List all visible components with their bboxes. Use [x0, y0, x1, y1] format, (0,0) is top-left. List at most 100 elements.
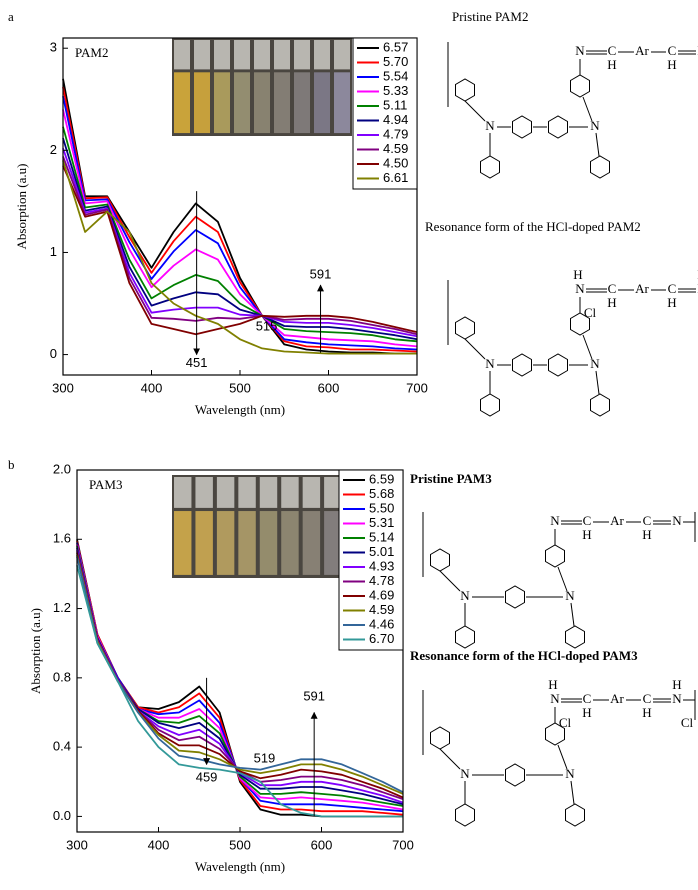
series-line [62, 148, 418, 338]
legend-label: 4.94 [383, 112, 408, 127]
y-tick-label: 0.4 [53, 739, 71, 754]
ring [455, 316, 475, 340]
ring [480, 393, 500, 417]
bond [595, 370, 600, 395]
atom-label: Cl [559, 715, 572, 730]
y-tick-label: 0.0 [53, 808, 71, 823]
vial [234, 72, 250, 134]
atom-label: H [573, 267, 582, 282]
vial-cap [238, 477, 256, 508]
annotation: 451 [186, 355, 208, 370]
series-line [62, 165, 418, 336]
bond [557, 744, 568, 770]
y-axis-label: Absorption (a.u) [28, 608, 43, 694]
x-tick-label: 300 [52, 380, 74, 395]
annotation: 459 [196, 770, 218, 785]
sample-label: PAM3 [89, 477, 122, 492]
x-axis-label: Wavelength (nm) [195, 402, 285, 417]
vial [174, 511, 192, 575]
atom-label: H [667, 295, 676, 310]
atom-label: H [582, 705, 591, 720]
panel-letter: b [8, 457, 15, 472]
series-line [62, 137, 418, 341]
ring [430, 726, 450, 750]
atom-label: H [672, 677, 681, 692]
atom-label: N [460, 588, 470, 603]
atom-label: H [642, 527, 651, 542]
ring [545, 544, 565, 568]
legend-label: 5.11 [383, 97, 407, 112]
bond [582, 334, 593, 360]
bond [570, 602, 575, 627]
atom-label: C [643, 513, 652, 528]
atom-label: C [643, 691, 652, 706]
ring [590, 393, 610, 417]
vial [238, 511, 256, 575]
y-tick-label: 0 [50, 346, 57, 361]
atom-label: N [672, 691, 682, 706]
ring [570, 74, 590, 98]
series-line [62, 78, 417, 355]
structure-caption: Resonance form of the HCl-doped PAM2 [425, 219, 641, 234]
vial [214, 72, 230, 134]
legend-label: 5.70 [383, 54, 408, 69]
vial-cap [294, 40, 310, 70]
ring [455, 625, 475, 649]
legend-label: 4.78 [369, 573, 394, 588]
bond [464, 100, 486, 122]
vial [324, 511, 342, 575]
atom-label: N [550, 513, 560, 528]
vial [302, 511, 321, 575]
ring [565, 803, 585, 827]
legend-label: 5.50 [369, 500, 394, 515]
legend-label: 4.59 [383, 141, 408, 156]
y-tick-label: 2 [50, 142, 57, 157]
atom-label: H [607, 57, 616, 72]
ring [512, 353, 532, 377]
atom-label: H [548, 677, 557, 692]
vial-cap [214, 40, 230, 70]
annotation: 591 [303, 688, 325, 703]
vial-cap [174, 40, 190, 70]
vial-cap [234, 40, 250, 70]
atom-label: Ar [635, 43, 649, 58]
legend-label: 5.01 [369, 544, 394, 559]
atom-label: C [583, 513, 592, 528]
atom-label: Cl [584, 305, 597, 320]
ring [455, 78, 475, 102]
x-tick-label: 600 [318, 380, 340, 395]
structure-caption: Pristine PAM2 [452, 9, 528, 24]
ring [545, 722, 565, 746]
vial-cap [174, 477, 192, 508]
vial [216, 511, 235, 575]
atom-label: C [608, 281, 617, 296]
legend-label: 4.69 [369, 587, 394, 602]
atom-label: C [608, 43, 617, 58]
series-line [62, 156, 418, 336]
atom-label: N [460, 766, 470, 781]
atom-label: C [668, 281, 677, 296]
vial [254, 72, 270, 134]
vial-cap [314, 40, 330, 70]
series-line [76, 556, 404, 794]
bond [595, 132, 600, 157]
vial [195, 511, 213, 575]
bond [582, 96, 593, 122]
legend-label: 4.50 [383, 155, 408, 170]
vial-cap [254, 40, 270, 70]
vial [274, 72, 290, 134]
legend-label: 4.79 [383, 126, 408, 141]
atom-label: H [607, 295, 616, 310]
atom-label: Ar [610, 691, 624, 706]
series-line [62, 109, 418, 348]
bond [439, 748, 461, 770]
panel-letter: a [8, 9, 14, 24]
annotation: 519 [254, 751, 276, 766]
x-tick-label: 300 [66, 837, 88, 852]
atom-label: N [485, 356, 495, 371]
vial-cap [302, 477, 321, 508]
atom-label: H [582, 527, 591, 542]
ring [455, 803, 475, 827]
ring [548, 115, 568, 139]
